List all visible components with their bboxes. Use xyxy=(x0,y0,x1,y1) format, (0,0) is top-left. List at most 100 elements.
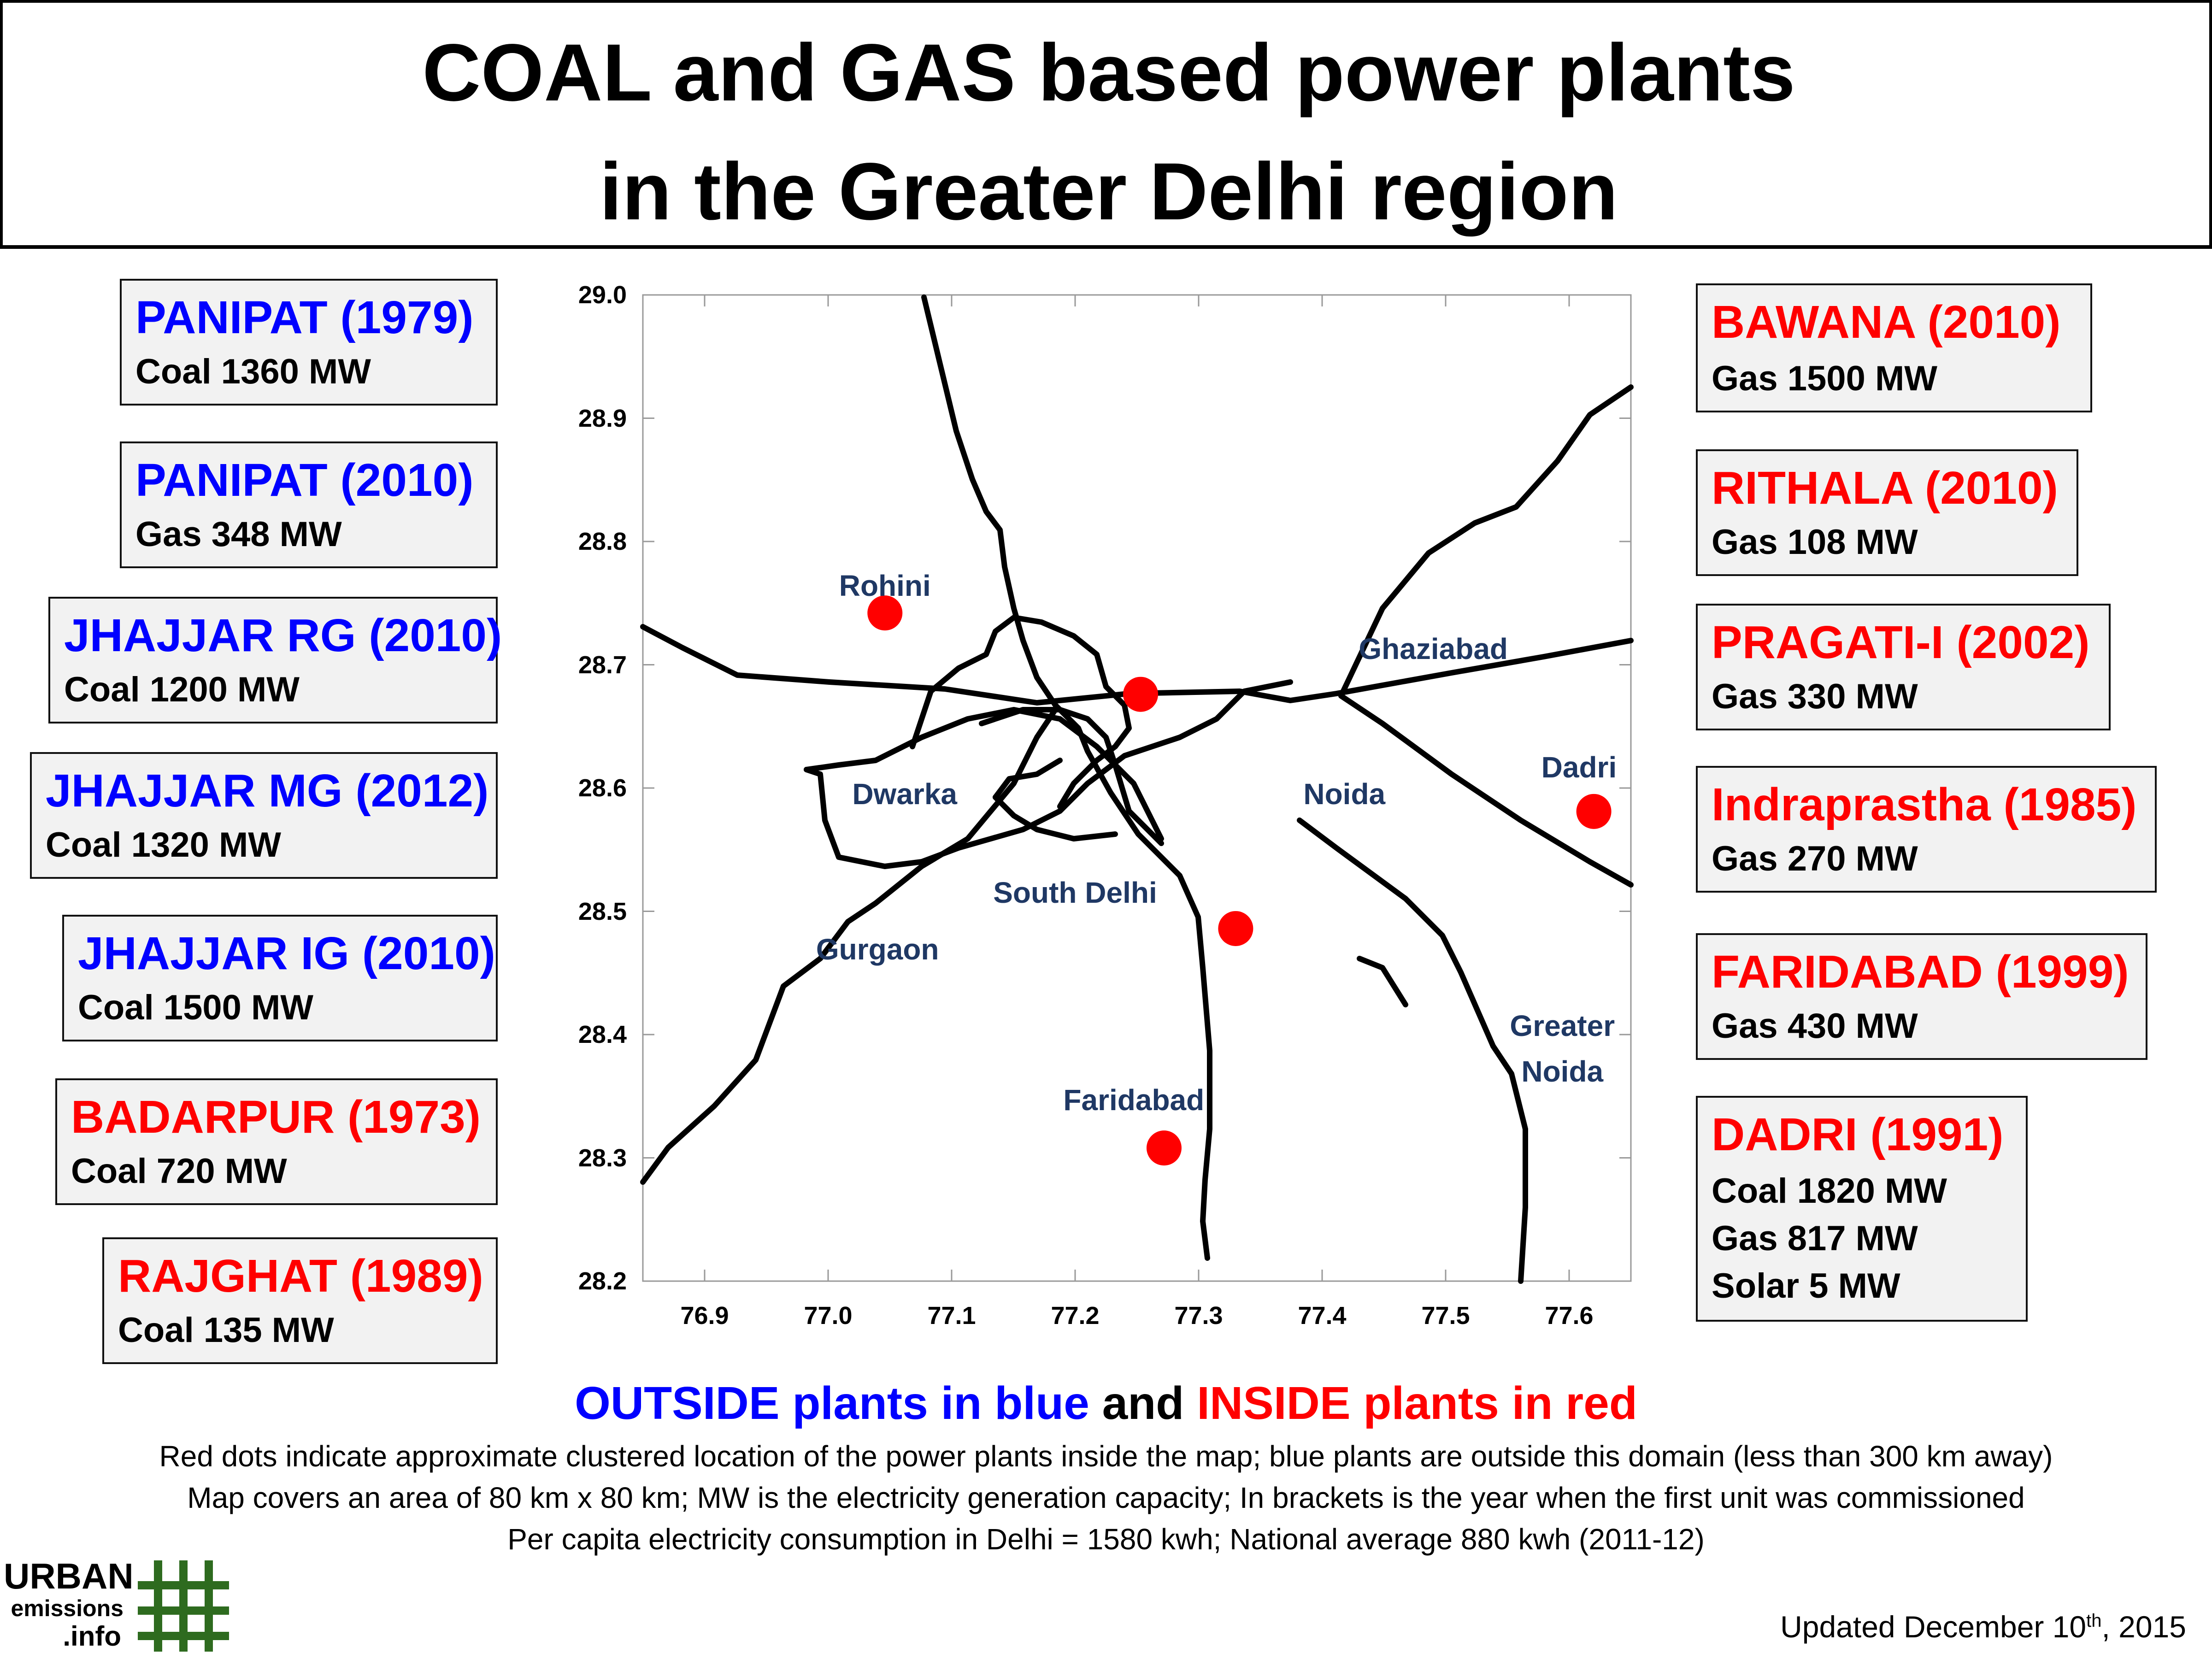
updated-text: Updated December 10 xyxy=(1780,1610,2087,1644)
y-tick-label: 28.6 xyxy=(578,774,627,802)
y-tick-label: 28.2 xyxy=(578,1267,627,1295)
y-tick-label: 28.9 xyxy=(578,404,627,432)
color-legend: OUTSIDE plants in blue and INSIDE plants… xyxy=(0,1373,2212,1433)
plant-capacity: Coal 1320 MW xyxy=(46,825,282,865)
road xyxy=(640,707,1058,1185)
title-band: COAL and GAS based power plants in the G… xyxy=(0,0,2212,249)
road xyxy=(993,758,1063,800)
plant-box-faridabad: FARIDABAD (1999) Gas 430 MW xyxy=(1696,933,2147,1060)
y-tick-label: 28.8 xyxy=(578,528,627,555)
plant-capacity: Gas 108 MW xyxy=(1712,523,1918,562)
plant-name: PANIPAT (2010) xyxy=(135,454,474,506)
plant-name: JHAJJAR MG (2012) xyxy=(46,765,489,817)
logo-text-urban: URBAN xyxy=(4,1556,134,1596)
plant-name: RAJGHAT (1989) xyxy=(118,1250,483,1302)
place-label: Ghaziabad xyxy=(1359,632,1508,665)
logo-text-info: .info xyxy=(63,1621,121,1652)
road xyxy=(1357,956,1408,1007)
place-label: Gurgaon xyxy=(816,933,939,966)
legend-outside: OUTSIDE plants in blue xyxy=(575,1377,1089,1429)
plant-name: JHAJJAR RG (2010) xyxy=(64,610,502,661)
plant-location-dot xyxy=(1123,677,1159,712)
plant-box-rithala: RITHALA (2010) Gas 108 MW xyxy=(1696,449,2078,576)
plant-capacity: Coal 1500 MW xyxy=(78,988,314,1027)
x-tick-label: 76.9 xyxy=(680,1302,729,1330)
road xyxy=(993,794,1118,841)
place-label: Dwarka xyxy=(852,777,957,811)
x-tick-label: 77.2 xyxy=(1051,1302,1100,1330)
plant-location-dot xyxy=(867,595,903,631)
note-line-2: Map covers an area of 80 km x 80 km; MW … xyxy=(187,1481,2025,1514)
place-label: Noida xyxy=(1521,1055,1604,1088)
road xyxy=(921,294,1212,1261)
note-line-1: Red dots indicate approximate clustered … xyxy=(159,1440,2053,1473)
x-tick-label: 77.4 xyxy=(1298,1302,1347,1330)
x-tick-label: 77.0 xyxy=(804,1302,853,1330)
plant-location-dot xyxy=(1146,1130,1182,1166)
hash-icon xyxy=(138,1560,229,1652)
plant-capacity-gas: Gas 817 MW xyxy=(1712,1219,1918,1258)
plant-box-panipat-2010: PANIPAT (2010) Gas 348 MW xyxy=(120,441,498,568)
y-tick-label: 28.4 xyxy=(578,1021,627,1048)
plant-capacity: Coal 135 MW xyxy=(118,1311,334,1350)
place-label: Faridabad xyxy=(1063,1083,1205,1117)
plant-box-jhajjar-ig: JHAJJAR IG (2010) Coal 1500 MW xyxy=(62,915,498,1041)
plant-name: Indraprastha (1985) xyxy=(1712,779,2137,830)
legend-and: and xyxy=(1089,1377,1197,1429)
plant-capacity: Coal 1200 MW xyxy=(64,670,300,709)
plant-capacity-solar: Solar 5 MW xyxy=(1712,1266,1900,1306)
plant-box-badarpur: BADARPUR (1973) Coal 720 MW xyxy=(55,1078,498,1205)
x-tick-label: 77.1 xyxy=(927,1302,976,1330)
plant-capacity-coal: Coal 1820 MW xyxy=(1712,1171,1947,1211)
plant-box-dadri: DADRI (1991) Coal 1820 MW Gas 817 MW Sol… xyxy=(1696,1096,2028,1322)
place-label: Dadri xyxy=(1541,750,1617,784)
x-tick-label: 77.6 xyxy=(1545,1302,1594,1330)
place-label: South Delhi xyxy=(993,876,1157,910)
road xyxy=(804,679,1293,869)
x-tick-label: 77.3 xyxy=(1174,1302,1223,1330)
plant-dots xyxy=(867,595,1612,1166)
road xyxy=(979,707,1164,846)
y-tick-label: 28.3 xyxy=(578,1144,627,1172)
plant-box-jhajjar-mg: JHAJJAR MG (2012) Coal 1320 MW xyxy=(30,752,498,879)
plant-capacity: Gas 1500 MW xyxy=(1712,359,1937,398)
updated-sup: th xyxy=(2086,1611,2102,1631)
map-ticks xyxy=(643,294,1631,1282)
legend-inside: INSIDE plants in red xyxy=(1197,1377,1637,1429)
place-label: Greater xyxy=(1510,1009,1615,1043)
plant-name: PRAGATI-I (2002) xyxy=(1712,617,2090,668)
updated-date: Updated December 10th, 2015 xyxy=(1780,1601,2186,1646)
road xyxy=(804,707,1164,841)
road xyxy=(1297,818,1528,1284)
plant-location-dot xyxy=(1218,911,1253,946)
plant-name: FARIDABAD (1999) xyxy=(1712,946,2129,998)
urbanemissions-logo: URBAN emissions .info xyxy=(4,1558,234,1654)
plant-capacity: Coal 720 MW xyxy=(71,1152,287,1191)
place-label: Rohini xyxy=(839,569,931,603)
plant-name: RITHALA (2010) xyxy=(1712,462,2058,514)
y-tick-label: 28.5 xyxy=(578,897,627,925)
plant-box-panipat-1979: PANIPAT (1979) Coal 1360 MW xyxy=(120,279,498,406)
x-tick-label: 77.5 xyxy=(1421,1302,1470,1330)
y-tick-label: 29.0 xyxy=(578,281,627,309)
plant-location-dot xyxy=(1576,794,1612,829)
plant-name: JHAJJAR IG (2010) xyxy=(78,928,495,979)
plant-box-bawana: BAWANA (2010) Gas 1500 MW xyxy=(1696,283,2092,412)
plant-capacity: Gas 348 MW xyxy=(135,515,342,554)
plant-name: BADARPUR (1973) xyxy=(71,1091,481,1143)
plant-box-indraprastha: Indraprastha (1985) Gas 270 MW xyxy=(1696,766,2157,893)
plant-capacity: Coal 1360 MW xyxy=(135,352,371,391)
logo-text-emissions: emissions xyxy=(11,1595,124,1621)
place-label: Noida xyxy=(1303,777,1386,811)
plant-box-rajghat: RAJGHAT (1989) Coal 135 MW xyxy=(102,1237,498,1364)
plant-capacity: Gas 330 MW xyxy=(1712,677,1918,716)
updated-year: , 2015 xyxy=(2101,1610,2187,1644)
plant-box-pragati: PRAGATI-I (2002) Gas 330 MW xyxy=(1696,604,2111,730)
plant-capacity: Gas 430 MW xyxy=(1712,1006,1918,1046)
road xyxy=(1338,384,1634,888)
plant-box-jhajjar-rg: JHAJJAR RG (2010) Coal 1200 MW xyxy=(48,597,502,724)
page-subtitle: in the Greater Delhi region xyxy=(599,147,1618,237)
plant-name: DADRI (1991) xyxy=(1712,1109,2004,1160)
page-title: COAL and GAS based power plants xyxy=(422,28,1795,118)
